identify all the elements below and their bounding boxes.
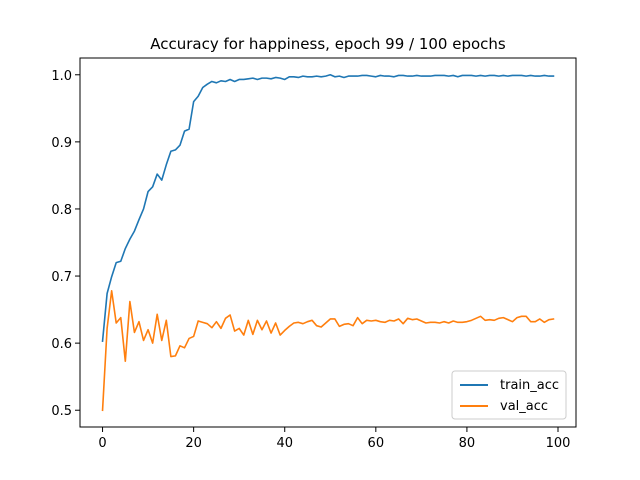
series-line-train-acc	[101, 73, 555, 342]
series-line-val-acc	[101, 290, 555, 412]
y-tick-label: 0.9	[51, 136, 72, 151]
x-tick-label: 100	[546, 436, 571, 451]
series-layer	[101, 73, 555, 412]
tick-layer: 0 20 40 60 80 100 0.5 0.6 0.7 0.8 0.9 1.0	[51, 69, 570, 451]
y-tick-label: 0.8	[51, 203, 72, 218]
y-tick-label: 0.6	[51, 337, 72, 352]
legend: train_acc val_acc	[451, 370, 567, 420]
x-tick-label: 0	[98, 436, 106, 451]
x-tick-label: 60	[368, 436, 385, 451]
legend-label-val-acc: val_acc	[500, 399, 548, 414]
y-tick-label: 0.5	[51, 404, 72, 419]
chart-title: Accuracy for happiness, epoch 99 / 100 e…	[150, 35, 506, 53]
y-tick-label: 1.0	[51, 69, 72, 84]
x-tick-label: 80	[459, 436, 476, 451]
x-tick-label: 40	[276, 436, 293, 451]
plot-area-frame	[79, 57, 577, 428]
x-tick-label: 20	[185, 436, 202, 451]
y-tick-label: 0.7	[51, 270, 72, 285]
legend-label-train-acc: train_acc	[500, 378, 559, 393]
